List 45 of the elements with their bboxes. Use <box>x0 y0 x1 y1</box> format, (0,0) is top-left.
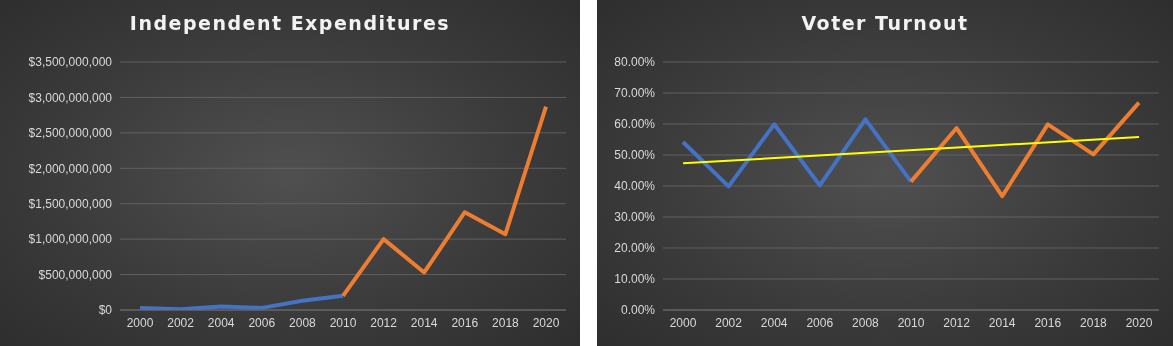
x-tick-label: 2016 <box>451 315 479 330</box>
x-tick-label: 2000 <box>669 315 697 330</box>
y-tick-label: $1,000,000,000 <box>28 232 113 247</box>
y-tick-label: 50.00% <box>614 148 656 163</box>
line-series <box>909 100 1141 199</box>
y-tick-label: 10.00% <box>614 272 656 287</box>
x-tick-label: 2006 <box>806 315 834 330</box>
x-tick-label: 2020 <box>532 315 560 330</box>
x-tick-label: 2008 <box>289 315 317 330</box>
y-tick-label: 80.00% <box>614 55 656 70</box>
y-tick-label: 0.00% <box>620 303 656 318</box>
chart-title: Voter Turnout <box>800 12 970 34</box>
y-tick-label: 20.00% <box>614 241 656 256</box>
y-tick-label: $1,500,000,000 <box>28 196 113 211</box>
x-tick-label: 2008 <box>852 315 880 330</box>
y-tick-label: 40.00% <box>614 179 656 194</box>
y-tick-label: 30.00% <box>614 210 656 225</box>
x-tick-label: 2020 <box>1125 315 1153 330</box>
x-tick-label: 2018 <box>492 315 520 330</box>
x-tick-label: 2012 <box>943 315 971 330</box>
y-tick-label: $0 <box>98 303 113 318</box>
x-tick-label: 2010 <box>329 315 357 330</box>
line-series <box>681 117 913 189</box>
x-tick-label: 2010 <box>897 315 925 330</box>
y-tick-label: $3,000,000,000 <box>28 90 113 105</box>
x-tick-label: 2018 <box>1080 315 1108 330</box>
chart-title: Independent Expenditures <box>128 12 452 34</box>
y-tick-label: $2,500,000,000 <box>28 126 113 141</box>
y-tick-label: 60.00% <box>614 117 656 132</box>
y-tick-label: $500,000,000 <box>38 267 113 282</box>
x-tick-label: 2002 <box>167 315 195 330</box>
x-tick-label: 2004 <box>207 315 235 330</box>
x-tick-label: 2012 <box>370 315 398 330</box>
x-tick-label: 2014 <box>410 315 438 330</box>
line-series <box>138 293 345 310</box>
x-tick-label: 2014 <box>988 315 1016 330</box>
y-tick-label: $3,500,000,000 <box>28 55 113 70</box>
y-tick-label: $2,000,000,000 <box>28 161 113 176</box>
x-tick-label: 2004 <box>760 315 788 330</box>
x-tick-label: 2000 <box>126 315 154 330</box>
line-series <box>341 104 548 298</box>
x-tick-label: 2006 <box>248 315 276 330</box>
x-tick-label: 2002 <box>715 315 743 330</box>
y-tick-label: 70.00% <box>614 86 656 101</box>
x-tick-label: 2016 <box>1034 315 1062 330</box>
